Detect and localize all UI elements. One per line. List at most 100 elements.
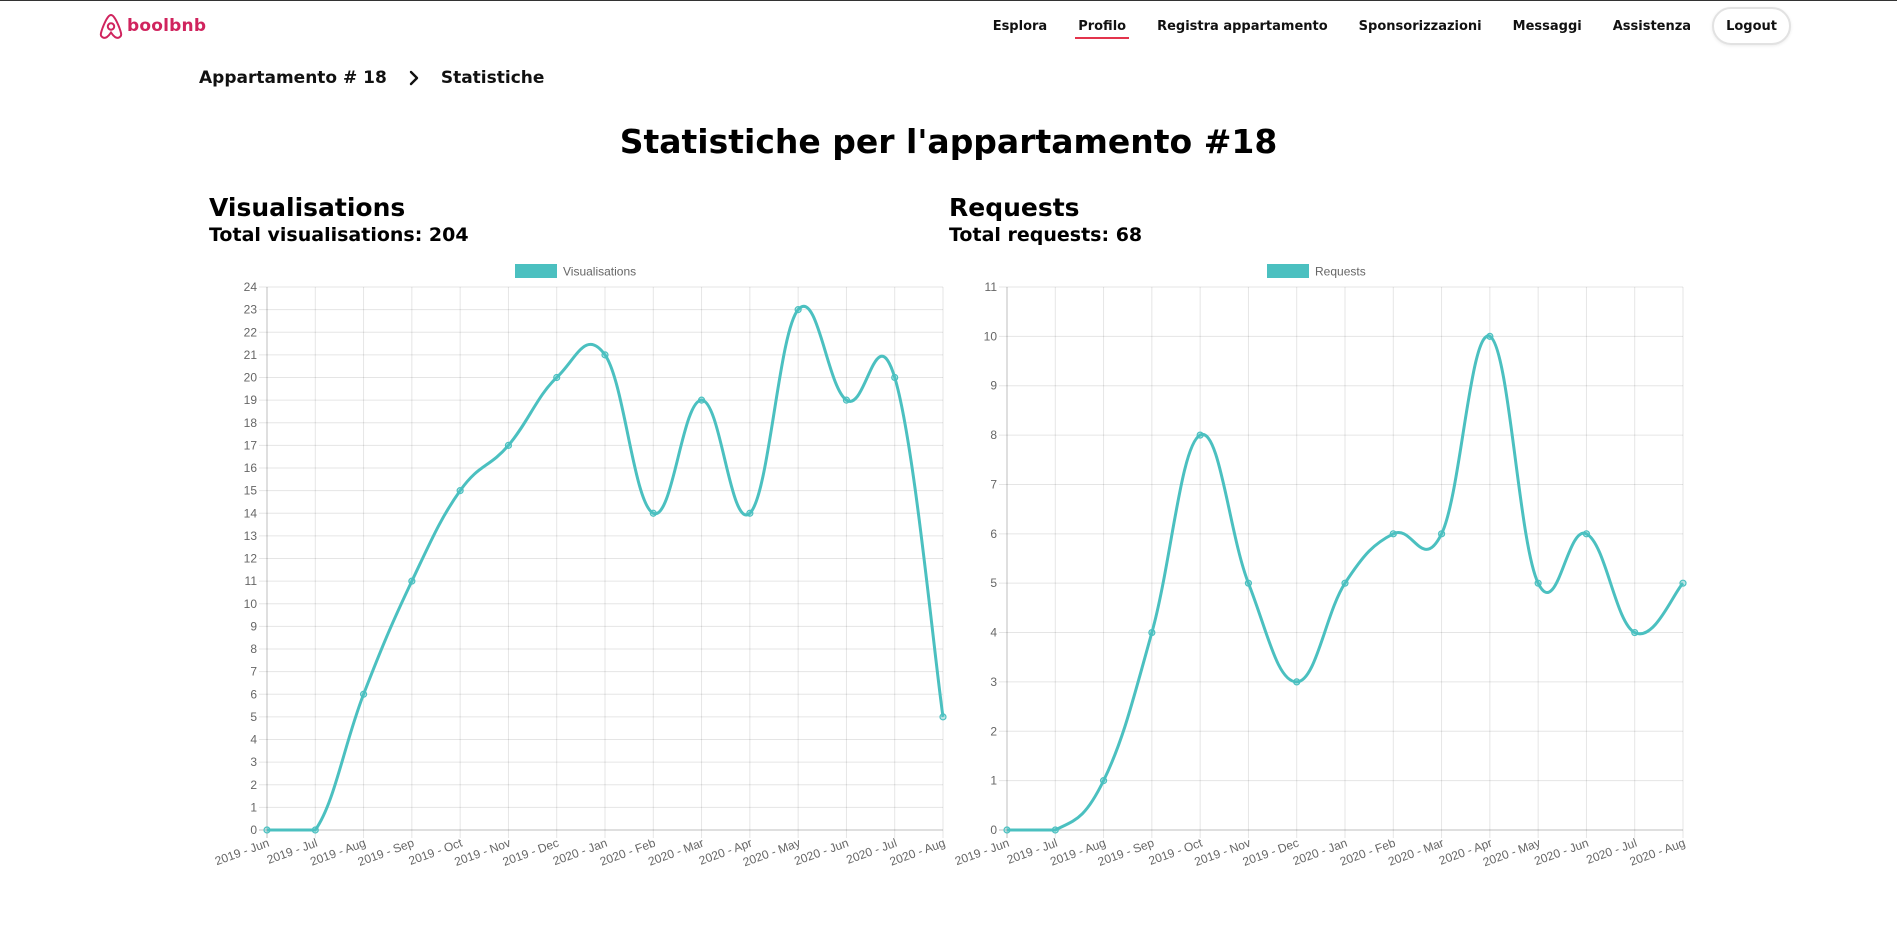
y-tick-label: 5 bbox=[990, 576, 997, 590]
chevron-right-icon bbox=[409, 70, 419, 86]
data-point[interactable] bbox=[1582, 530, 1591, 538]
requests-title: Requests bbox=[949, 193, 1080, 222]
visualisations-chart: Visualisations01234567891011121314151617… bbox=[213, 264, 947, 869]
x-tick-label: 2019 - Sep bbox=[356, 836, 416, 869]
data-point[interactable] bbox=[1631, 628, 1639, 637]
y-tick-label: 0 bbox=[990, 823, 997, 837]
y-tick-label: 3 bbox=[250, 755, 257, 769]
visualisations-total: Total visualisations: 204 bbox=[209, 224, 469, 246]
legend-label: Requests bbox=[1315, 265, 1366, 279]
data-point[interactable] bbox=[263, 826, 271, 834]
y-tick-label: 24 bbox=[244, 280, 258, 294]
data-point[interactable] bbox=[601, 351, 609, 359]
nav-item-messaggi[interactable]: Messaggi bbox=[1512, 19, 1582, 34]
y-tick-label: 13 bbox=[244, 529, 258, 543]
data-point[interactable] bbox=[1486, 332, 1494, 340]
series-line bbox=[1006, 334, 1685, 832]
data-point[interactable] bbox=[1196, 431, 1204, 439]
y-tick-label: 3 bbox=[990, 675, 997, 689]
visualisations-header: Visualisations Total visualisations: 204 bbox=[209, 193, 469, 247]
data-point[interactable] bbox=[891, 373, 899, 382]
y-tick-label: 11 bbox=[245, 574, 258, 588]
x-tick-label: 2019 - Dec bbox=[1241, 836, 1301, 869]
data-point[interactable] bbox=[794, 306, 802, 314]
data-point[interactable] bbox=[939, 713, 947, 721]
airbnb-logo-icon bbox=[99, 13, 123, 39]
y-tick-label: 11 bbox=[985, 280, 998, 294]
data-point[interactable] bbox=[1003, 826, 1011, 834]
y-tick-label: 12 bbox=[244, 552, 258, 566]
main-menu: Esplora Profilo Registra appartamento Sp… bbox=[962, 1, 1791, 51]
data-point[interactable] bbox=[504, 441, 513, 449]
y-tick-label: 0 bbox=[250, 823, 257, 837]
chart-legend[interactable]: Visualisations bbox=[515, 264, 636, 279]
legend-swatch bbox=[515, 264, 557, 278]
logo[interactable]: boolbnb bbox=[98, 12, 206, 40]
data-point[interactable] bbox=[1679, 579, 1687, 587]
navbar: boolbnb Esplora Profilo Registra apparta… bbox=[0, 1, 1897, 51]
data-point[interactable] bbox=[1293, 678, 1301, 686]
data-point[interactable] bbox=[1148, 628, 1156, 637]
data-point[interactable] bbox=[842, 396, 851, 404]
y-tick-label: 7 bbox=[250, 665, 257, 679]
data-point[interactable] bbox=[456, 487, 464, 495]
y-tick-label: 1 bbox=[250, 800, 257, 814]
requests-header: Requests Total requests: 68 bbox=[949, 193, 1142, 247]
x-tick-label: 2020 - Mar bbox=[1386, 836, 1445, 869]
y-tick-label: 1 bbox=[990, 774, 997, 788]
chart-legend[interactable]: Requests bbox=[1267, 264, 1366, 279]
y-tick-label: 19 bbox=[244, 393, 258, 407]
data-point[interactable] bbox=[359, 690, 368, 698]
data-point[interactable] bbox=[1244, 579, 1253, 587]
x-tick-label: 2020 - Jun bbox=[1532, 836, 1590, 869]
y-tick-label: 16 bbox=[244, 461, 258, 475]
data-point[interactable] bbox=[311, 826, 319, 834]
y-tick-label: 7 bbox=[990, 477, 997, 491]
x-tick-label: 2020 - Aug bbox=[888, 836, 947, 869]
x-tick-label: 2020 - Jun bbox=[792, 836, 850, 869]
x-tick-label: 2019 - Jun bbox=[213, 836, 271, 869]
nav-item-sponsorizzazioni[interactable]: Sponsorizzazioni bbox=[1358, 19, 1482, 34]
x-tick-label: 2020 - Mar bbox=[646, 836, 705, 869]
x-tick-label: 2019 - Jun bbox=[953, 836, 1011, 869]
data-point[interactable] bbox=[553, 373, 561, 382]
data-point[interactable] bbox=[1534, 579, 1542, 587]
nav-item-profilo[interactable]: Profilo bbox=[1075, 1, 1129, 51]
data-point[interactable] bbox=[746, 509, 754, 517]
y-tick-label: 5 bbox=[250, 710, 257, 724]
x-tick-label: 2020 - Aug bbox=[1628, 836, 1687, 869]
x-tick-label: 2019 - Sep bbox=[1096, 836, 1156, 869]
legend-label: Visualisations bbox=[563, 265, 636, 279]
x-tick-label: 2019 - Dec bbox=[501, 836, 561, 869]
data-point[interactable] bbox=[1437, 530, 1446, 538]
logout-button[interactable]: Logout bbox=[1712, 7, 1791, 45]
y-tick-label: 4 bbox=[250, 733, 257, 747]
y-tick-label: 8 bbox=[990, 428, 997, 442]
y-tick-label: 8 bbox=[250, 642, 257, 656]
y-tick-label: 2 bbox=[250, 778, 257, 792]
nav-item-assistenza[interactable]: Assistenza bbox=[1612, 19, 1692, 34]
data-point[interactable] bbox=[697, 396, 706, 404]
breadcrumb: Appartamento # 18 Statistiche bbox=[199, 68, 544, 88]
data-point[interactable] bbox=[408, 577, 416, 585]
data-point[interactable] bbox=[1099, 777, 1108, 785]
data-point[interactable] bbox=[1051, 826, 1059, 834]
y-tick-label: 6 bbox=[990, 527, 997, 541]
nav-item-registra-appartamento[interactable]: Registra appartamento bbox=[1157, 19, 1328, 34]
y-tick-label: 20 bbox=[244, 371, 258, 385]
y-tick-label: 10 bbox=[244, 597, 258, 611]
y-tick-label: 22 bbox=[244, 325, 258, 339]
y-tick-label: 4 bbox=[990, 626, 997, 640]
y-tick-label: 2 bbox=[990, 724, 997, 738]
data-point[interactable] bbox=[1341, 579, 1349, 587]
breadcrumb-parent-link[interactable]: Appartamento # 18 bbox=[199, 68, 387, 88]
nav-item-esplora[interactable]: Esplora bbox=[992, 19, 1048, 34]
visualisations-title: Visualisations bbox=[209, 193, 406, 222]
breadcrumb-current: Statistiche bbox=[440, 68, 545, 88]
y-tick-label: 18 bbox=[244, 416, 258, 430]
data-point[interactable] bbox=[1389, 530, 1397, 538]
y-tick-label: 21 bbox=[244, 348, 258, 362]
data-point[interactable] bbox=[649, 509, 657, 517]
y-tick-label: 17 bbox=[244, 438, 258, 452]
